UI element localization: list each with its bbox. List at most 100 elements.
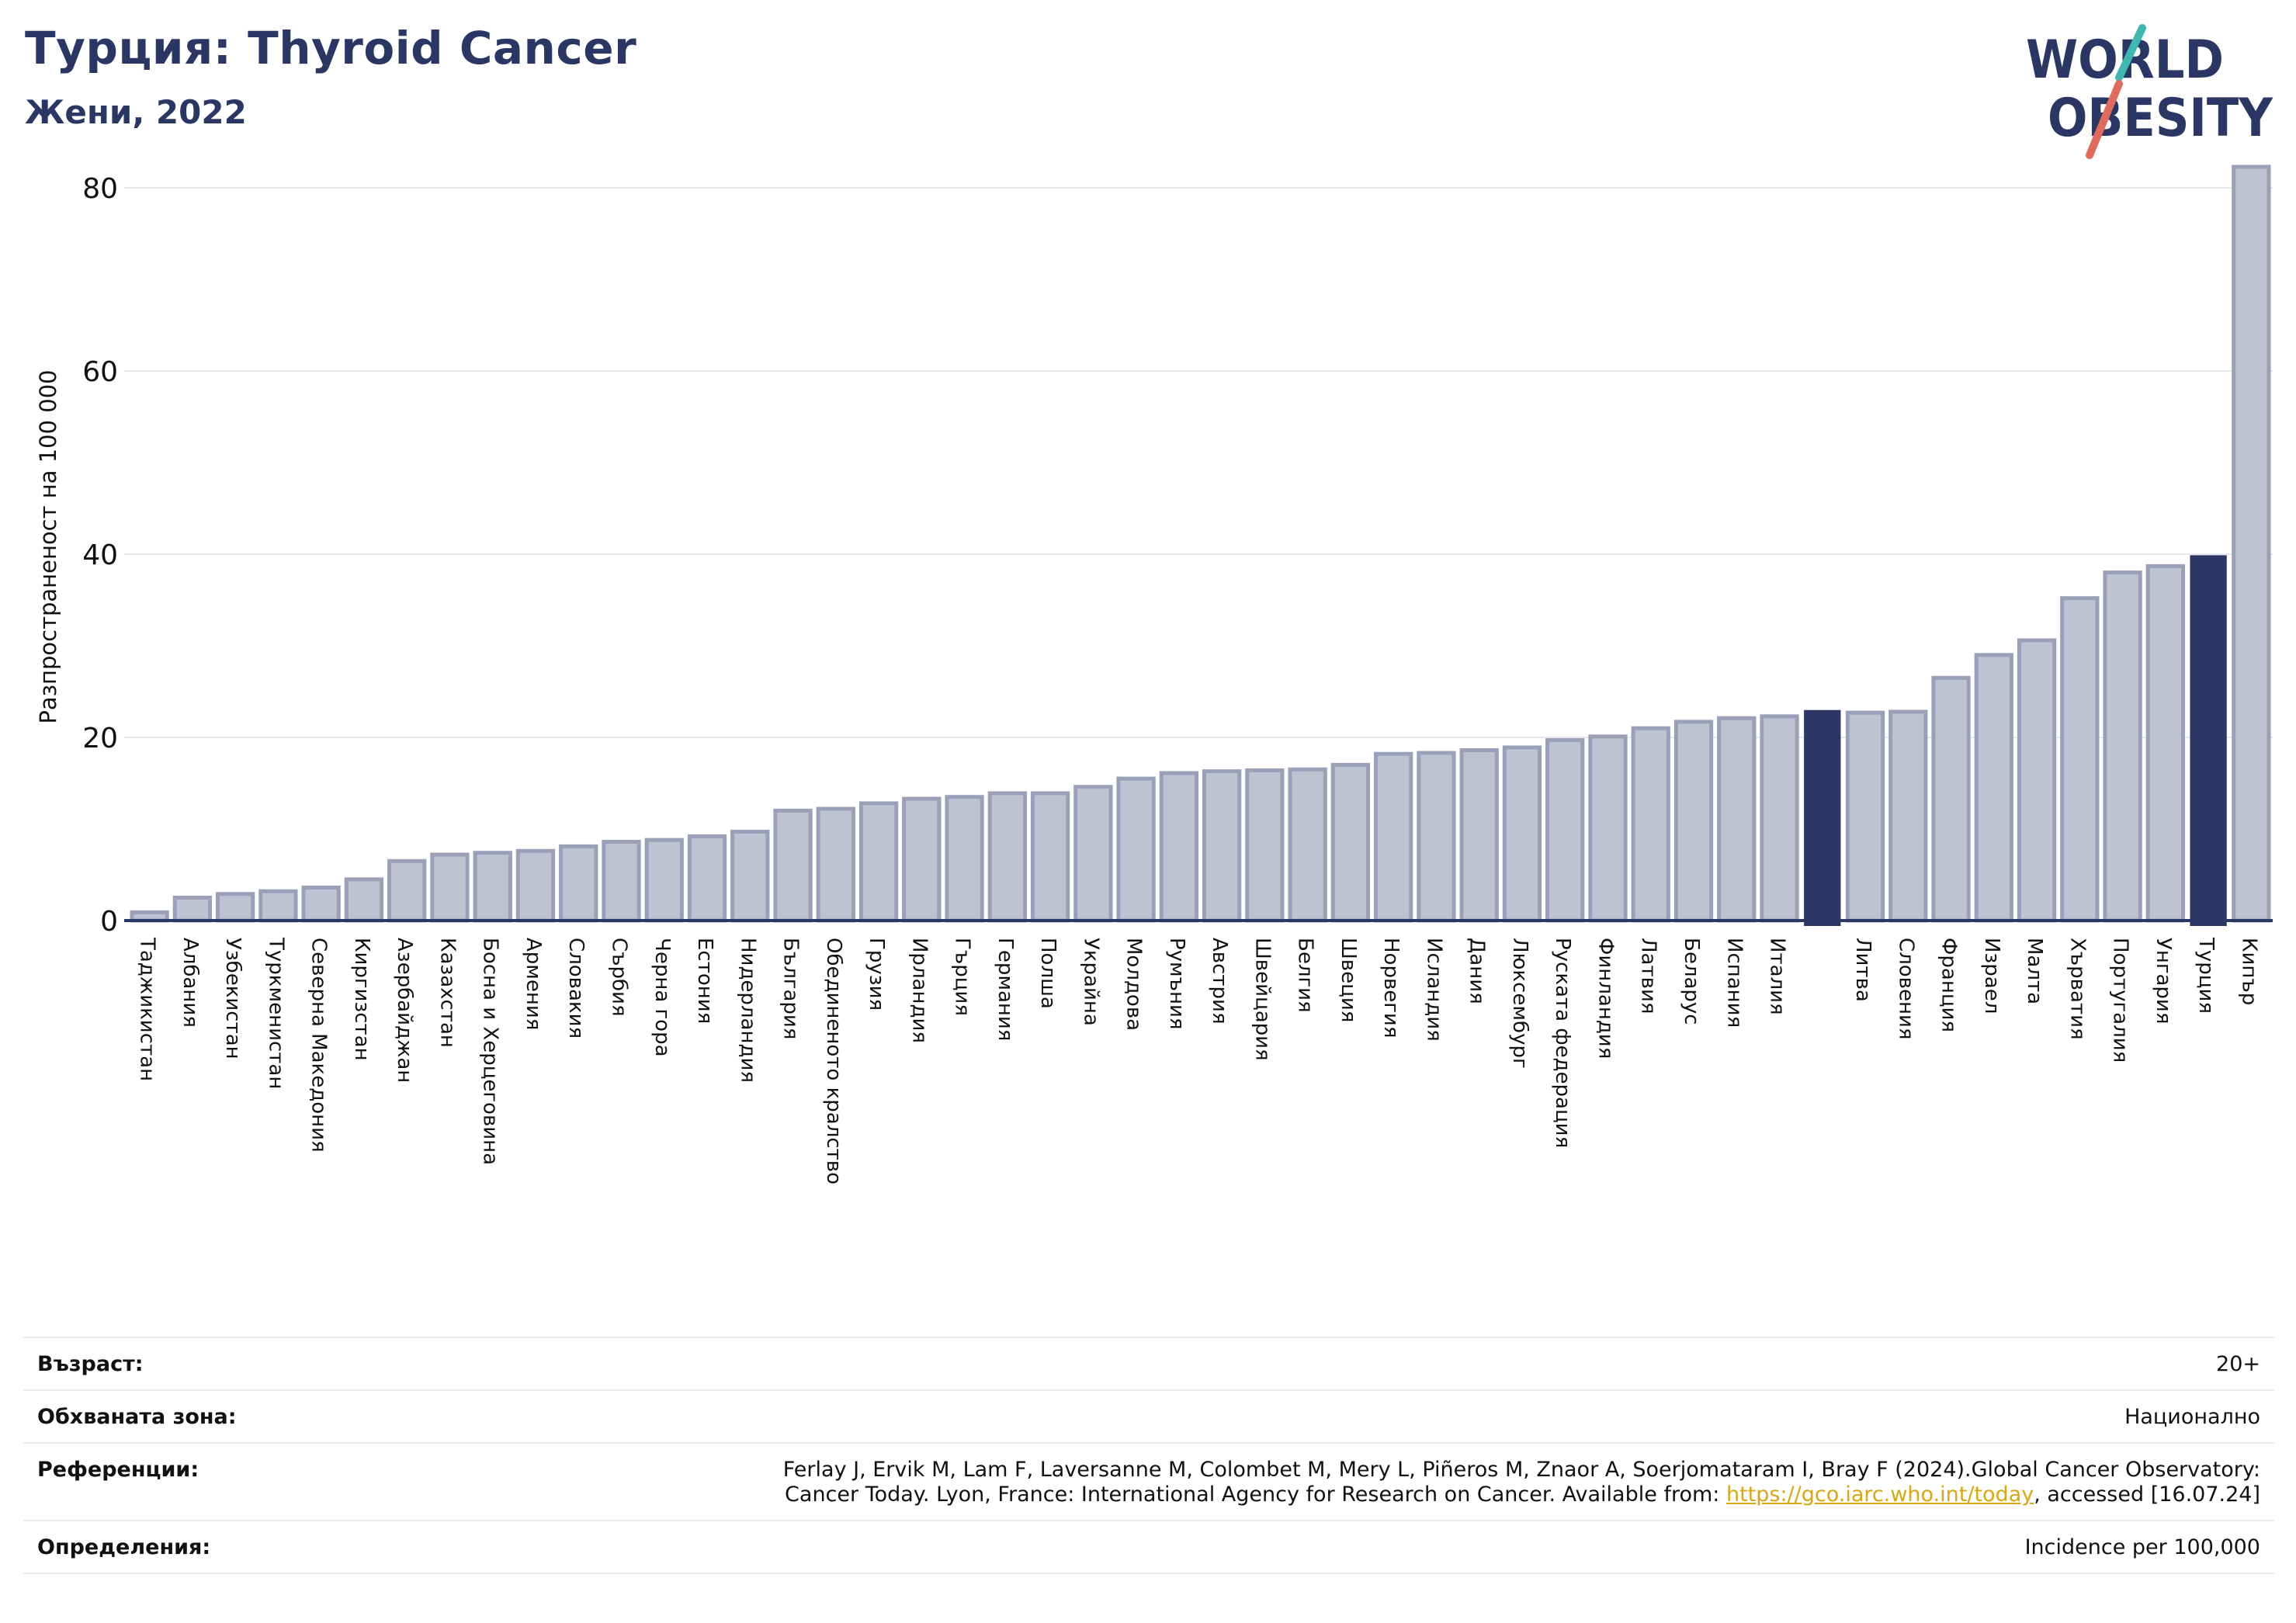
bar-37 [1717, 716, 1757, 923]
page-subtitle: Жени, 2022 [25, 93, 247, 131]
bar-16 [816, 806, 855, 923]
bar-20 [987, 791, 1027, 923]
y-tick-label: 80 [82, 173, 118, 205]
x-tick-label: Литва [1851, 938, 1875, 1002]
bar-21 [1030, 791, 1070, 923]
bar-34 [1588, 734, 1628, 923]
x-tick-label: Босна и Херцеговина [479, 938, 502, 1165]
bar-2 [215, 892, 255, 923]
bar-22 [1073, 785, 1113, 923]
bar-49 [2232, 165, 2271, 923]
bar-31 [1459, 748, 1499, 923]
logo-obesity-text: OBESITY [2048, 88, 2273, 149]
references-value: Ferlay J, Ervik M, Lam F, Laversanne M, … [362, 1442, 2274, 1521]
bar-33 [1545, 738, 1585, 923]
bar-5 [344, 877, 384, 923]
x-tick-label: Полша [1036, 938, 1060, 1009]
x-tick-label: Естония [693, 938, 716, 1024]
x-tick-label: Швейцария [1250, 938, 1274, 1061]
x-tick-label: Украйна [1079, 938, 1102, 1026]
bar-45 [2060, 596, 2100, 923]
x-tick-label: Италия [1766, 938, 1789, 1015]
x-tick-label: Швеция [1337, 938, 1360, 1022]
x-tick-label: Молдова [1122, 938, 1146, 1031]
bar-4 [301, 886, 341, 923]
x-tick-label: Гърция [951, 938, 974, 1016]
references-text-1: Ferlay J, Ervik M, Lam F, Laversanne M, … [782, 1458, 2260, 1482]
x-tick-label: Туркменистан [264, 937, 287, 1089]
x-tick-label: Кипър [2237, 938, 2260, 1005]
x-tick-label: Австрия [1208, 938, 1231, 1025]
bar-41 [1888, 709, 1928, 923]
bar-25 [1202, 769, 1242, 923]
bar-6 [387, 858, 427, 923]
references-link[interactable]: https://gco.iarc.who.int/today [1725, 1483, 2034, 1507]
references-label: Референции: [23, 1442, 362, 1521]
x-tick-label: Франция [1937, 938, 1961, 1032]
area-value: Национално [362, 1389, 2274, 1443]
info-row-definitions: Определения: Incidence per 100,000 [23, 1520, 2274, 1574]
x-tick-label: Словения [1894, 938, 1917, 1040]
page-title: Турция: Thyroid Cancer [25, 22, 637, 75]
age-label: Възраст: [23, 1337, 362, 1390]
bar-40 [1845, 710, 1885, 923]
bar-17 [858, 801, 899, 923]
bar-28 [1330, 762, 1371, 923]
y-tick-label: 40 [82, 539, 118, 571]
x-tick-labels: Таджикистан Албания Узбекистан Туркменистан… [136, 937, 2261, 1184]
x-tick-label: Словакия [564, 938, 588, 1039]
references-text-2: Cancer Today. Lyon, France: Internationa… [785, 1483, 1726, 1507]
bar-30 [1417, 751, 1456, 923]
x-tick-label: Германия [994, 938, 1017, 1041]
x-tick-label: Турция [2194, 937, 2218, 1014]
bar-11 [602, 840, 641, 923]
info-row-age: Възраст: 20+ [23, 1337, 2274, 1390]
bar-chart: 0 20 40 60 80 Таджикистан Албания Узбекистан Ту… [35, 165, 2273, 1184]
x-tick-label: Руската федерация [1551, 938, 1574, 1148]
bar-12 [644, 838, 684, 923]
world-obesity-logo: WORLD OBESITY [2026, 24, 2273, 159]
y-axis-label: Разпространеност на 100 000 [35, 369, 61, 723]
x-tick-label: Малта [2023, 938, 2046, 1004]
bar-19 [945, 795, 984, 923]
x-tick-label: Хърватия [2065, 938, 2089, 1040]
bar-43 [1974, 653, 2013, 923]
x-tick-label: Казахстан [435, 938, 459, 1048]
x-tick-label: Люксембург [1508, 938, 1531, 1069]
x-tick-label: Финландия [1594, 938, 1617, 1059]
y-tick-labels: 0 20 40 60 80 [82, 173, 118, 938]
x-tick-label: Дания [1465, 938, 1489, 1004]
x-tick-label: Киргизстан [350, 938, 373, 1061]
bar-46 [2103, 570, 2142, 923]
x-tick-label: Сърбия [607, 938, 630, 1017]
bar-36 [1673, 720, 1714, 923]
bar-47 [2145, 564, 2186, 923]
area-label: Обхваната зона: [23, 1389, 362, 1443]
bar-32 [1502, 745, 1542, 923]
x-tick-label: Израел [1980, 938, 2003, 1014]
bar-1 [172, 896, 213, 923]
bar-10 [559, 844, 598, 923]
x-tick-label: Исландия [1422, 938, 1445, 1042]
bar-38 [1760, 714, 1799, 923]
x-tick-label: Белгия [1294, 938, 1317, 1013]
x-tick-label: Ирландия [907, 938, 931, 1043]
bar-3 [258, 889, 298, 923]
bar-7 [430, 852, 470, 923]
bar-27 [1288, 767, 1327, 923]
bar-15 [773, 808, 813, 923]
bar-48 [2190, 555, 2227, 926]
y-tick-label: 0 [100, 906, 118, 938]
x-tick-label: Таджикистан [136, 937, 159, 1081]
y-tick-label: 20 [82, 723, 118, 754]
x-tick-label: Норвегия [1379, 938, 1403, 1038]
bar-44 [2017, 638, 2057, 923]
x-tick-label: Северна Македония [307, 938, 331, 1153]
info-row-references: Референции: Ferlay J, Ervik M, Lam F, La… [23, 1442, 2274, 1521]
logo-slash-teal [2115, 24, 2146, 81]
bar-9 [515, 848, 556, 923]
x-tick-label: Обединеното кралство [822, 938, 845, 1184]
x-tick-label: Грузия [865, 938, 888, 1011]
info-row-area: Обхваната зона: Национално [23, 1389, 2274, 1443]
bar-24 [1159, 771, 1199, 923]
